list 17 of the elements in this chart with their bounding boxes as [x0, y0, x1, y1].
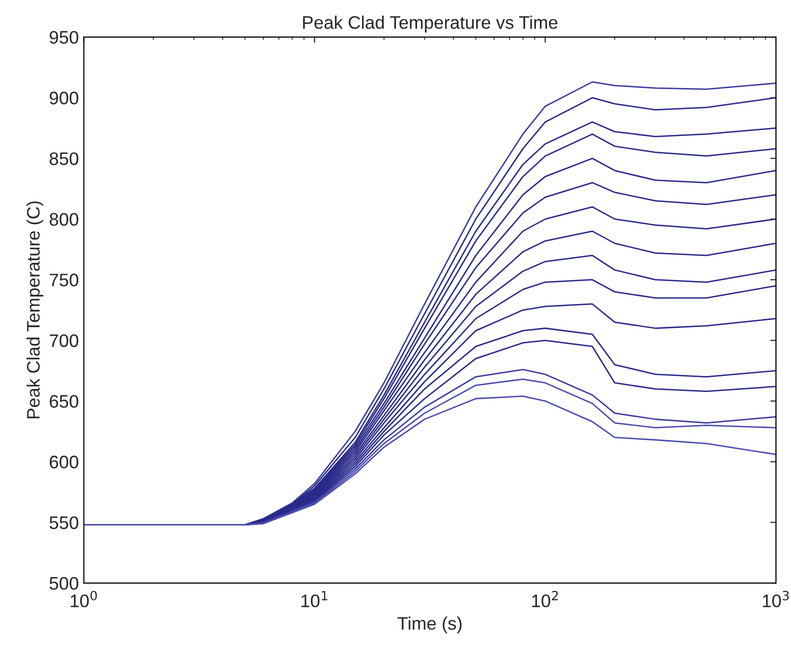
y-tick-label: 800 — [50, 212, 78, 226]
y-tick-label: 550 — [50, 516, 78, 530]
x-axis-title: Time (s) — [398, 616, 462, 634]
y-axis-title: Peak Clad Temperature (C) — [26, 201, 44, 418]
y-tick-label: 950 — [50, 30, 78, 44]
y-tick-label: 650 — [50, 394, 78, 408]
y-tick-label: 850 — [50, 152, 78, 166]
x-tick-label: 10$^{2}$ — [532, 590, 558, 608]
x-tick-label: 10$^{1}$ — [301, 590, 328, 608]
y-tick-label: 900 — [50, 92, 78, 104]
chart-title: Peak Clad Temperature vs Time — [303, 16, 558, 32]
x-tick-label: 10$^{3}$ — [762, 590, 789, 608]
y-tick-label: 500 — [50, 576, 78, 590]
x-tick-label: 10$^{0}$ — [70, 590, 97, 608]
y-tick-label: 750 — [50, 274, 78, 286]
y-tick-label: 700 — [50, 334, 78, 348]
y-tick-label: 600 — [50, 456, 78, 468]
